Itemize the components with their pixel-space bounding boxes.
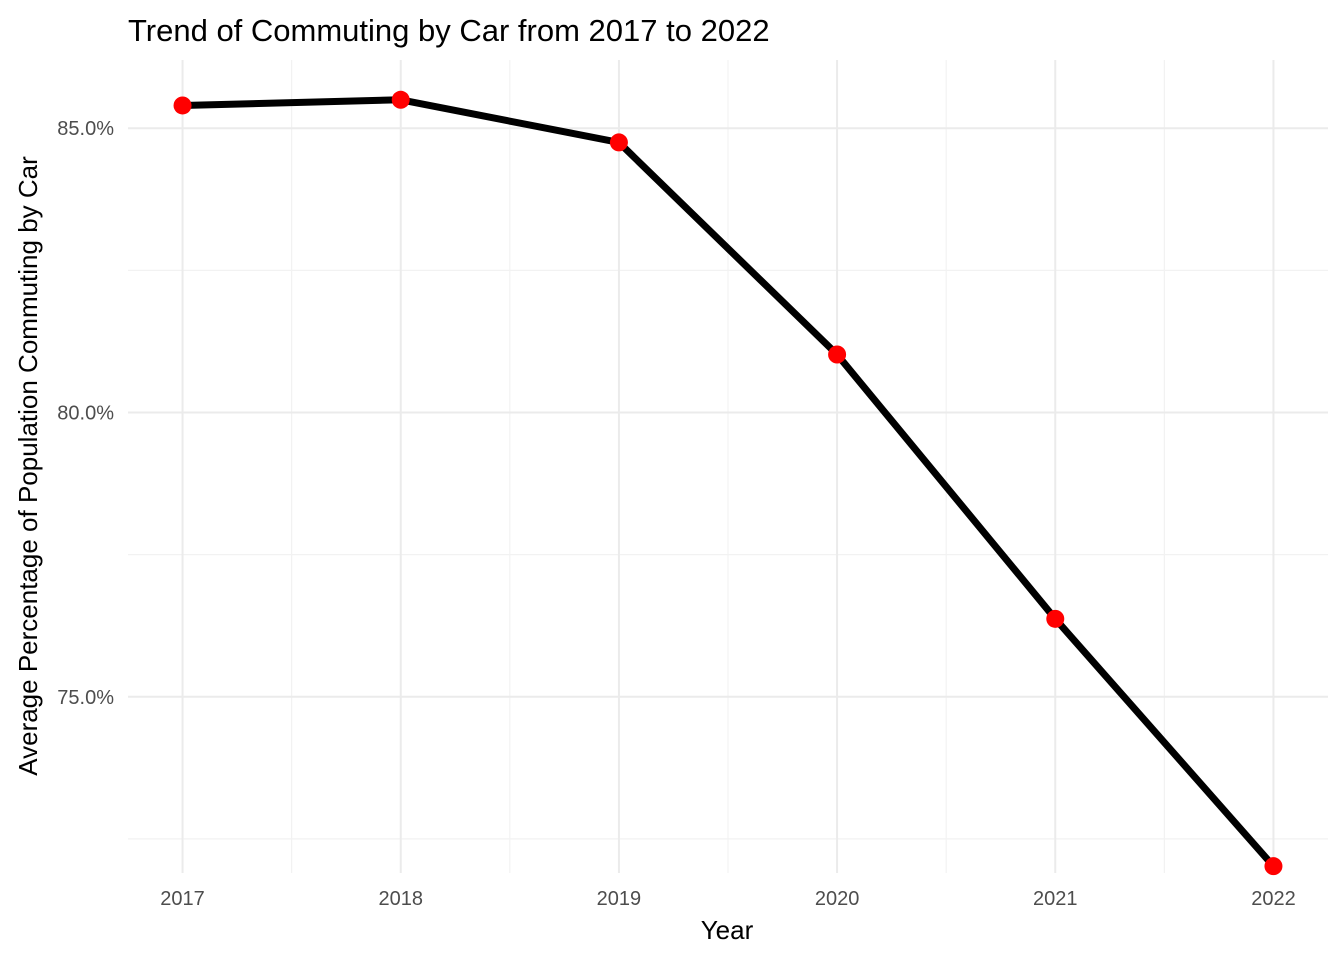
- data-point: [391, 90, 410, 109]
- x-axis-title: Year: [701, 915, 754, 945]
- data-point: [173, 96, 192, 115]
- x-tick-label: 2018: [378, 888, 423, 910]
- data-point: [1046, 609, 1065, 628]
- y-axis-title: Average Percentage of Population Commuti…: [13, 156, 43, 776]
- data-point: [1264, 857, 1283, 876]
- grid-lines: [128, 60, 1328, 873]
- x-tick-label: 2022: [1251, 888, 1296, 910]
- y-tick-label: 85.0%: [57, 118, 114, 140]
- chart-title: Trend of Commuting by Car from 2017 to 2…: [128, 13, 770, 48]
- y-tick-label: 75.0%: [57, 687, 114, 709]
- data-point: [828, 345, 847, 364]
- y-tick-label: 80.0%: [57, 402, 114, 424]
- x-tick-label: 2019: [597, 888, 642, 910]
- series-line: [182, 96, 1277, 869]
- data-points: [173, 90, 1283, 876]
- data-point: [609, 133, 628, 152]
- series-layer: [182, 96, 1277, 869]
- x-tick-label: 2020: [815, 888, 860, 910]
- x-tick-label: 2017: [160, 888, 205, 910]
- x-tick-label: 2021: [1033, 888, 1078, 910]
- x-axis-ticks: 2017 2018 2019 2020 2021 2022: [160, 888, 1295, 910]
- y-axis-ticks: 75.0% 80.0% 85.0%: [57, 118, 114, 709]
